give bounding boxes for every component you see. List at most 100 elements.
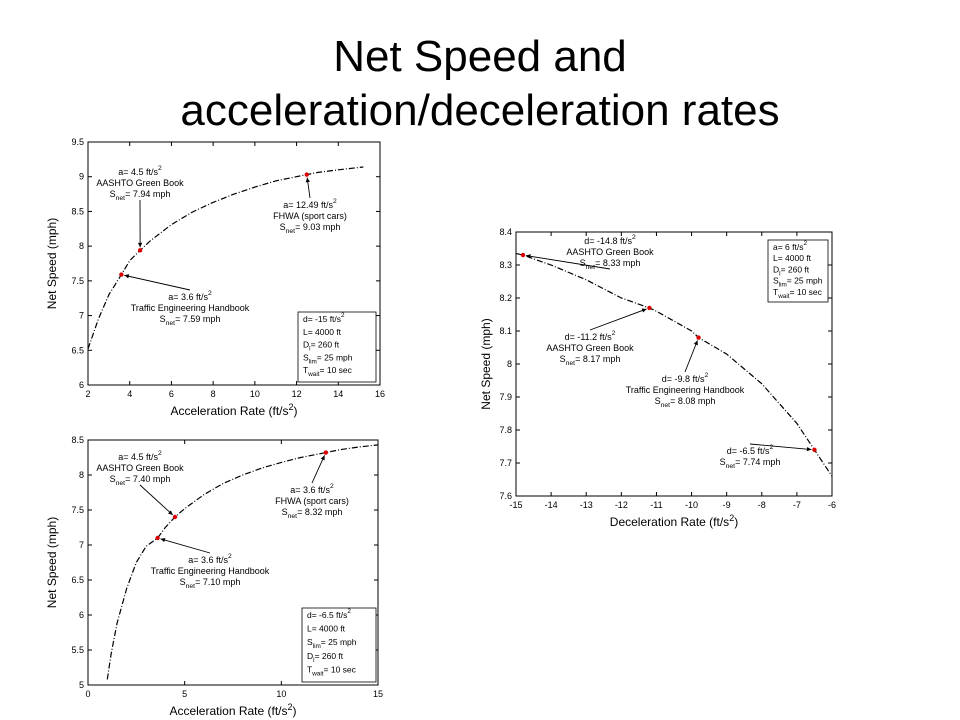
highlight-point [172,514,178,520]
legend-line: Slim= 25 mph [303,352,353,365]
y-axis-label: Net Speed (mph) [479,318,493,409]
y-tick-label: 8.4 [499,227,512,237]
x-tick-label: -12 [615,500,628,510]
highlight-point [155,535,160,541]
y-tick-label: 8.3 [499,260,512,270]
y-tick-label: 5.5 [71,645,84,655]
annotation-line: a= 12.49 ft/s2 [283,198,337,210]
legend-line: Dl= 260 ft [773,264,810,277]
highlight-point [323,450,328,455]
legend-frame [301,607,377,683]
y-tick-label: 6 [79,380,84,390]
x-tick-label: -14 [545,500,558,510]
x-tick-label: -6 [828,500,836,510]
y-tick-label: 6 [79,610,84,620]
legend-line: Slim= 25 mph [307,637,357,650]
x-tick-label: 12 [292,389,302,399]
x-tick-label: -10 [685,500,698,510]
arrow-head [806,446,812,452]
annotation-arrow [749,443,812,450]
arrow-head [305,177,310,183]
x-tick-label: 6 [169,389,174,399]
highlight-point [647,305,652,311]
legend-line: Dl= 260 ft [303,340,340,353]
x-axis-label: Acceleration Rate (ft/s2) [169,702,296,718]
axes [87,439,379,686]
series-line [87,166,364,350]
legend-line: Slim= 25 mph [773,276,823,289]
annotation-line: d= -9.8 ft/s2 [662,372,709,384]
series-line [515,252,833,477]
y-tick-label: 7.6 [499,491,512,501]
annotation-line: a= 4.5 ft/s2 [118,450,162,462]
y-tick-label: 8 [507,359,512,369]
x-tick-label: -9 [723,500,731,510]
annotation-line: AASHTO Green Book [96,178,184,188]
legend-frame [297,311,377,383]
highlight-point [812,447,817,452]
annotation-line: Traffic Engineering Handbook [626,385,745,395]
annotation-arrow [160,538,211,554]
x-tick-label: 2 [85,389,90,399]
annotation-line: Snet= 7.40 mph [110,474,171,487]
annotation-line: d= -14.8 ft/s2 [584,234,636,246]
y-tick-label: 8.5 [71,206,84,216]
y-tick-label: 7.7 [499,458,512,468]
annotation-arrow [525,255,611,270]
legend-line: L= 4000 ft [773,253,812,263]
annotation-line: Snet= 7.10 mph [180,577,241,590]
legend-line: Twait= 10 sec [773,287,823,300]
x-tick-label: 5 [182,689,187,699]
annotation-line: Snet= 8.32 mph [282,507,343,520]
legend-line: L= 4000 ft [307,624,346,634]
annotation-line: FHWA (sport cars) [275,496,349,506]
x-tick-label: 16 [375,389,385,399]
x-tick-label: -8 [758,500,766,510]
x-tick-label: 15 [373,689,383,699]
y-tick-label: 8 [79,470,84,480]
x-tick-label: 8 [211,389,216,399]
axes [87,141,381,386]
y-tick-label: 6.5 [71,575,84,585]
y-tick-label: 8.2 [499,293,512,303]
x-axis-label: Deceleration Rate (ft/s2) [610,513,738,529]
y-tick-label: 7.8 [499,425,512,435]
legend-line: d= -6.5 ft/s2 [307,608,351,620]
y-axis-label: Net Speed (mph) [45,218,59,309]
plot-frame [87,141,381,386]
y-tick-label: 5 [79,680,84,690]
x-tick-label: -11 [650,500,662,510]
annotation-arrow [684,340,698,373]
y-tick-label: 8.5 [71,435,84,445]
x-tick-label: 14 [333,389,343,399]
arrow-head [160,537,166,543]
slide-title-line-1: Net Speed and [333,32,627,81]
chart-decel-right: -15 -14 -13 -12 -11 -10 -9 -8 -7 -6 7.6 7.7 7.8 7.9 8 8… [479,227,836,529]
annotation-line: Snet= 7.94 mph [110,189,171,202]
annotation-line: Snet= 9.03 mph [280,222,341,235]
highlight-point [304,172,309,177]
slide-title-line-2: acceleration/deceleration rates [180,86,780,135]
series-line [106,444,379,680]
x-tick-label: 10 [250,389,260,399]
x-tick-label: 0 [85,689,90,699]
legend-line: d= -15 ft/s2 [303,312,345,324]
x-tick-label: -15 [509,500,522,510]
annotation-arrow [124,274,191,291]
x-axis-label: Acceleration Rate (ft/s2) [170,402,297,418]
arrow-head [320,455,325,461]
legend-line: Twait= 10 sec [303,365,353,378]
arrow-head [124,274,130,279]
arrow-head [137,242,143,248]
